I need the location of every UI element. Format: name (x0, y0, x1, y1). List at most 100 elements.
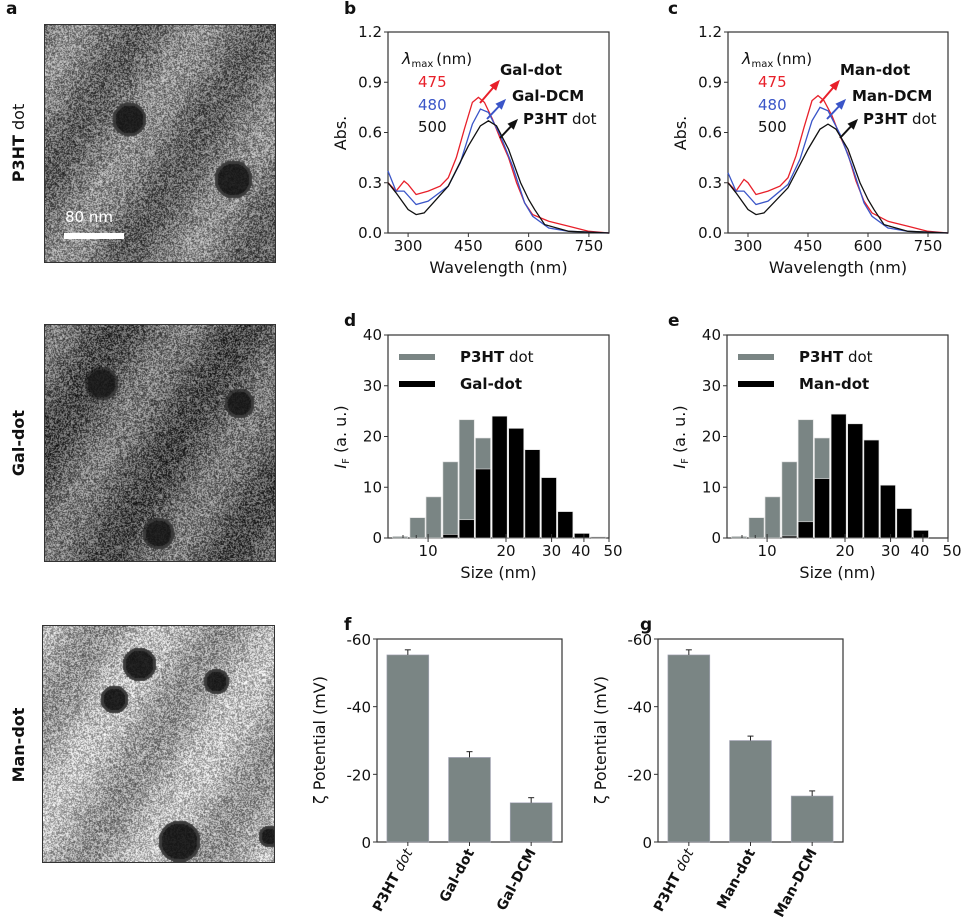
x-tick-label: 300 (734, 237, 763, 255)
zeta-potential-chart-f: P3HT dot Gal-dot Gal-DCM 0 -20 -40 -60 ζ Potent… (310, 631, 563, 915)
category-label: Gal-DCM (494, 846, 540, 913)
y-axis-label: Abs. (671, 116, 690, 151)
x-tick-label: 20 (835, 542, 854, 560)
series-line (727, 123, 949, 234)
legend-label-bold: Gal-dot (460, 375, 522, 393)
histogram-bar (797, 419, 814, 539)
histogram-bar (409, 517, 426, 539)
x-tick-label: 10 (419, 542, 438, 560)
lambda-symbol: λ (401, 49, 411, 68)
series-line (387, 108, 610, 234)
histogram-bar (442, 534, 459, 539)
histogram-bar (574, 533, 590, 539)
x-tick-label: 40 (571, 542, 590, 560)
x-axis-label: Size (nm) (460, 563, 536, 582)
row-label: Man-dot (9, 707, 28, 782)
tem-image-p3ht-dot (44, 24, 276, 263)
series-label-bold: P3HT (523, 110, 568, 128)
panel-letter: e (668, 311, 680, 331)
y-axis-label: ζ Potential (mV) (310, 676, 329, 804)
y-tick-label: -40 (347, 699, 372, 717)
panel-letter: f (344, 615, 352, 635)
y-tick-label: -60 (628, 631, 653, 649)
legend-label: P3HT dot (460, 348, 534, 366)
series-label-bold: Man-dot (840, 61, 910, 79)
category-label: P3HT dot (370, 846, 417, 915)
absorbance-chart-b: 300 450 600 750 0.0 0.3 0.6 0.9 1.2 Wavelength (n… (331, 23, 610, 277)
legend-label: Man-dot (799, 375, 869, 393)
histogram-bar (764, 496, 781, 539)
x-tick-label: 20 (496, 542, 515, 560)
x-axis-label: Wavelength (nm) (429, 258, 567, 277)
y-tick-label: 0 (711, 529, 721, 547)
y-axis-label-symbol: I (670, 464, 689, 469)
legend-title: λmax (nm) (741, 49, 812, 70)
panel-letter: b (344, 0, 356, 19)
y-tick-label: 0.0 (358, 224, 382, 242)
histogram-bar (863, 439, 880, 539)
lambda-unit: (nm) (436, 50, 472, 68)
y-axis-label: ζ Potential (mV) (591, 676, 610, 804)
histogram-bar (797, 521, 814, 539)
histogram-bar (392, 536, 408, 539)
category-label: Man-DCM (771, 846, 820, 919)
series-line (387, 120, 610, 234)
lambda-subscript: max (411, 59, 433, 70)
row-label-rest: dot (9, 104, 28, 135)
y-tick-label: 30 (702, 377, 721, 395)
y-tick-label: 0.3 (358, 174, 382, 192)
lambda-max-value: 475 (418, 73, 447, 91)
legend-label: Gal-dot (460, 375, 522, 393)
size-histogram-e: 10 20 30 40 50 0 10 20 30 40 Size (nm) IF (a. u.) P3… (670, 326, 961, 582)
category-label: Man-dot (714, 846, 759, 912)
legend-label-bold: P3HT (799, 348, 844, 366)
histogram-bar (748, 517, 765, 539)
series-label: Gal-dot (500, 61, 562, 79)
y-tick-label: -20 (628, 766, 653, 784)
histogram-bar (814, 478, 830, 539)
y-axis-label-symbol: I (331, 464, 350, 469)
y-tick-label: 0.6 (358, 124, 382, 142)
series-label: Man-dot (840, 61, 910, 79)
absorbance-chart-c: 300 450 600 750 0.0 0.3 0.6 0.9 1.2 Wavelength (n… (671, 23, 949, 277)
x-tick-label: 600 (854, 237, 883, 255)
histogram-bar (590, 536, 607, 539)
panel-letter: c (668, 0, 678, 19)
category-label-rest: dot (670, 846, 697, 878)
x-tick-label: 750 (914, 237, 943, 255)
x-axis-label: Size (nm) (799, 563, 875, 582)
series-label: Gal-DCM (512, 87, 584, 105)
zeta-bar (386, 654, 430, 843)
y-tick-label: 0.9 (698, 73, 722, 91)
y-tick-label: -20 (347, 766, 372, 784)
lambda-max-value: 480 (418, 96, 447, 114)
tem-image-man-dot (42, 625, 275, 863)
series-label-bold: Gal-DCM (512, 87, 584, 105)
row-label-bold: P3HT (9, 135, 28, 182)
zeta-bar (448, 757, 491, 843)
histogram-bar (731, 536, 747, 539)
x-tick-label: 40 (910, 542, 929, 560)
category-label: Gal-dot (437, 846, 478, 905)
scale-bar-label: 80 nm (65, 208, 113, 226)
histogram-bar (896, 508, 913, 539)
histogram-bar (508, 428, 525, 539)
category-label-bold: Man-dot (714, 846, 759, 912)
histogram-bar (491, 415, 508, 539)
histogram-bar (541, 477, 557, 539)
x-tick-label: 30 (881, 542, 900, 560)
panel-letter: d (344, 311, 356, 331)
histogram-bar (847, 423, 864, 539)
legend-swatch (738, 381, 774, 387)
panel-letter: a (6, 0, 17, 19)
y-axis-label-subscript: F (341, 458, 352, 464)
x-tick-label: 50 (942, 542, 961, 560)
arrow-head-icon (495, 98, 507, 110)
panel-letter: g (640, 615, 652, 635)
row-label-bold: Gal-dot (9, 410, 28, 477)
histogram-bar (524, 449, 541, 539)
category-label-bold: P3HT (651, 870, 685, 914)
category-label: P3HT dot (651, 846, 698, 915)
y-tick-label: 0.3 (698, 174, 722, 192)
